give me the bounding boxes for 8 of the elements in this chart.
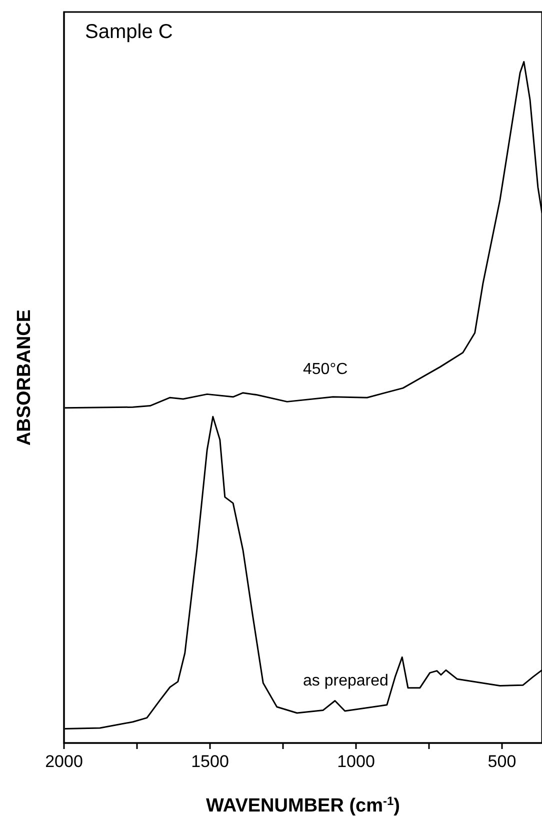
x-tick-label: 1500 [191,752,229,771]
series-label: 450°C [303,361,348,378]
x-tick-label: 2000 [45,752,83,771]
series-label: as prepared [303,672,388,690]
x-tick-label: 1000 [337,752,375,771]
y-axis-title: ABSORBANCE [14,309,35,446]
x-tick-label: 500 [488,752,516,771]
text: Sample C [85,21,173,43]
